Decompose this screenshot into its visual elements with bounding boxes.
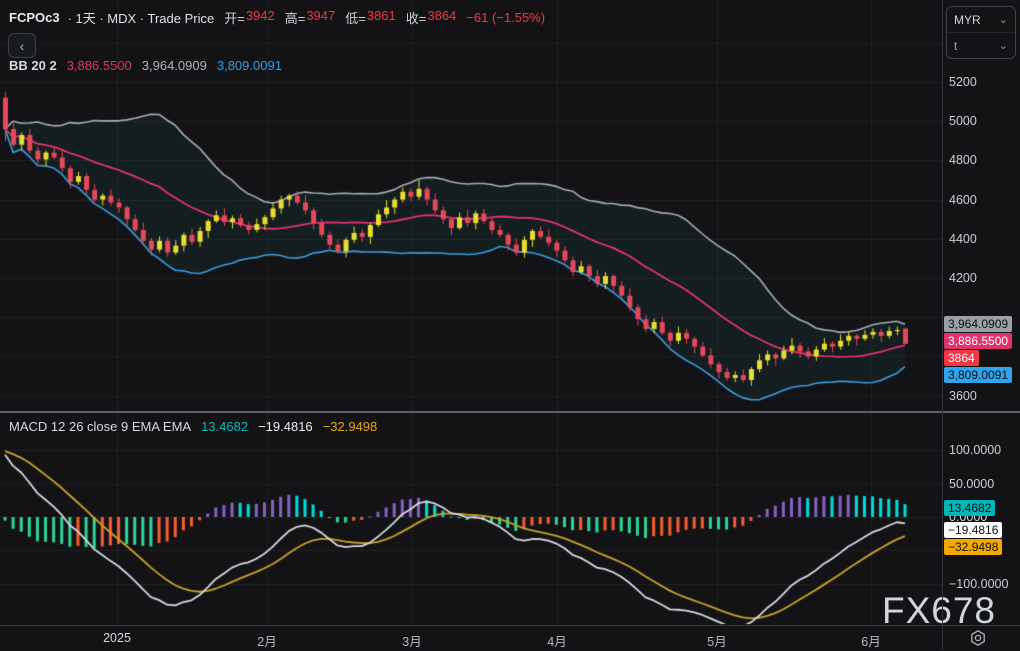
pane-separator[interactable]: [0, 411, 1020, 413]
watermark: FX678: [882, 590, 997, 631]
macd-indicator-legend[interactable]: MACD 12 26 close 9 EMA EMA 13.4682 −19.4…: [9, 419, 377, 434]
macd-badge-signal-line: −32.9498: [944, 538, 1003, 555]
back-button[interactable]: ‹: [8, 33, 36, 58]
bb-title: BB 20 2: [9, 58, 57, 73]
unit-label: t: [954, 38, 958, 53]
ohlc-high: 高= 3947: [284, 8, 336, 26]
price-tick-label: 5000: [949, 114, 977, 129]
price-tick-label: 4200: [949, 271, 977, 285]
time-axis-label: 6月: [861, 635, 881, 649]
symbol-descriptor: · 1天 · MDX · Trade Price: [67, 11, 215, 26]
macd-title: MACD 12 26 close 9 EMA EMA: [9, 419, 192, 434]
time-axis[interactable]: 2025 2月 3月 4月 5月 6月: [0, 625, 1020, 651]
price-scale[interactable]: 3,964.0909 3,886.5500 3864 3,809.0091 13…: [942, 0, 1020, 650]
price-badge-last-price: 3864: [944, 350, 979, 367]
bb-upper-value: 3,964.0909: [141, 58, 207, 73]
time-axis-label: 4月: [547, 635, 567, 649]
chevron-down-icon: ⌄: [998, 39, 1008, 52]
price-badge-bb-upper: 3,964.0909: [944, 316, 1013, 333]
macd-hist-value: 13.4682: [201, 419, 249, 434]
symbol-name: FCPOc3: [9, 10, 60, 25]
price-badge-bb-lower: 3,809.0091: [944, 367, 1013, 384]
ohlc-low: 低= 3861: [345, 8, 396, 26]
unit-dropdown[interactable]: t ⌄: [947, 32, 1015, 58]
price-tick-label: 3600: [949, 388, 977, 403]
time-axis-label: 2025: [103, 631, 131, 645]
price-chart-canvas[interactable]: [0, 0, 942, 625]
gear-icon: [971, 630, 985, 646]
time-axis-label: 5月: [707, 635, 727, 649]
price-tick-label: 4400: [949, 231, 977, 246]
price-tick-label: 4600: [949, 192, 977, 207]
macd-badge-histogram: 13.4682: [944, 500, 996, 517]
currency-label: MYR: [954, 12, 981, 27]
macd-tick-label: −100.0000: [949, 576, 1009, 591]
bb-indicator-legend[interactable]: BB 20 2 3,886.5500 3,964.0909 3,809.0091: [9, 58, 282, 73]
symbol-legend[interactable]: FCPOc3 · 1天 · MDX · Trade Price 开= 3942 高…: [9, 8, 545, 27]
macd-tick-label: 50.0000: [949, 476, 995, 491]
ohlc-close: 收= 3864: [405, 8, 457, 26]
time-axis-label: 3月: [402, 635, 422, 649]
price-badge-bb-basis: 3,886.5500: [944, 333, 1013, 350]
scale-unit-selector: MYR ⌄ t ⌄: [946, 6, 1016, 59]
macd-signal-value: −32.9498: [322, 419, 378, 434]
chevron-left-icon: ‹: [19, 37, 25, 54]
change-value: −61 (−1.55%): [466, 10, 546, 25]
bb-basis-value: 3,886.5500: [66, 58, 132, 73]
ohlc-open: 开= 3942: [224, 8, 275, 26]
currency-dropdown[interactable]: MYR ⌄: [947, 7, 1015, 32]
bb-lower-value: 3,809.0091: [216, 58, 282, 73]
price-tick-label: 5200: [949, 75, 977, 89]
macd-tick-label: 100.0000: [949, 443, 1002, 458]
chevron-down-icon: ⌄: [998, 13, 1008, 26]
macd-badge-macd-line: −19.4816: [944, 521, 1003, 538]
macd-line-value: −19.4816: [258, 419, 313, 434]
time-axis-label: 2月: [257, 635, 277, 649]
price-tick-label: 4800: [949, 153, 977, 168]
axis-settings-button[interactable]: [967, 629, 989, 647]
